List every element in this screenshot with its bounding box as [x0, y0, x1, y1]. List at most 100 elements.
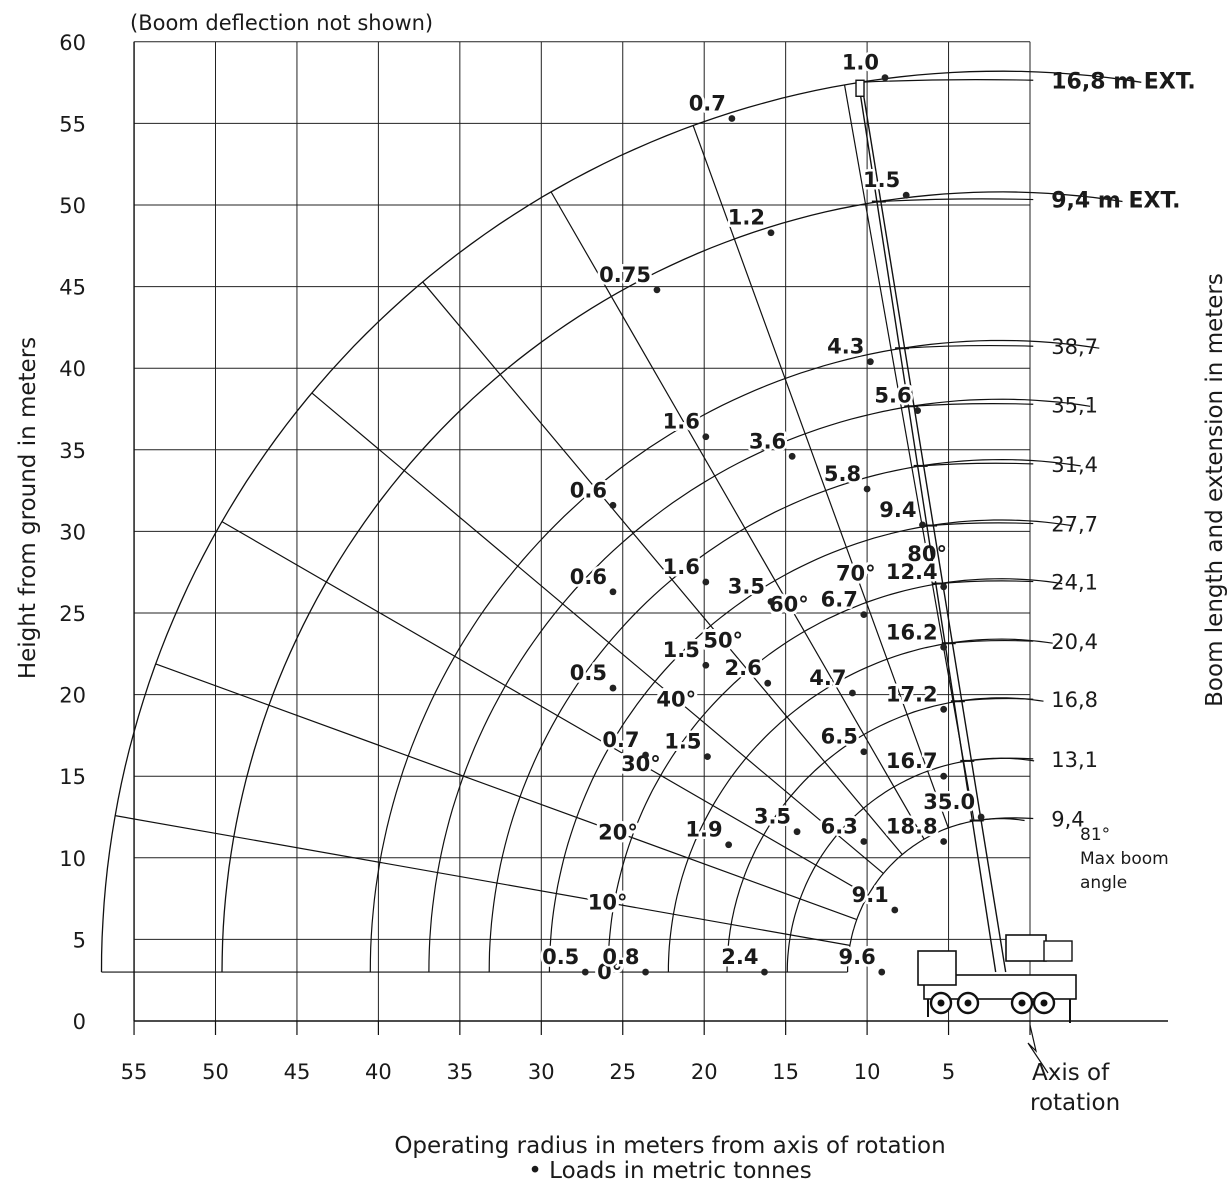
load-point	[940, 643, 948, 651]
load-label: 16.2	[886, 620, 938, 644]
chart-axes: 55 50 45 40 35 30 25 20 15 10 50510152025303540455…	[59, 31, 1168, 1084]
load-point	[704, 753, 711, 761]
y-tick-label: 15	[59, 765, 86, 789]
y-tick-label: 40	[59, 357, 86, 381]
load-point	[767, 229, 775, 237]
crane-cab	[917, 950, 957, 986]
boom-arc-extension	[920, 462, 1034, 467]
load-label: 1.5	[663, 638, 700, 662]
x-tick-label: 40	[365, 1060, 392, 1084]
load-point	[642, 968, 649, 976]
load-point	[849, 689, 856, 697]
load-point	[940, 705, 948, 713]
load-label: 0.7	[689, 92, 726, 116]
boom-angle-line	[311, 392, 884, 874]
y-tick-label: 10	[59, 847, 86, 871]
load-point	[581, 968, 589, 976]
load-point	[866, 358, 874, 366]
load-label: 2.6	[725, 656, 762, 680]
load-point	[764, 679, 772, 687]
y-tick-label: 45	[59, 276, 86, 300]
crane-hub	[1040, 999, 1048, 1007]
boom-angle-label: 80°	[907, 542, 947, 566]
y-tick-label: 35	[59, 439, 86, 463]
load-point	[761, 968, 768, 976]
load-point	[914, 407, 921, 415]
boom-outline	[860, 82, 1007, 973]
load-label: 9.4	[879, 498, 916, 522]
boom-outline	[857, 82, 997, 973]
boom-arc	[221, 191, 1123, 973]
load-label: 0.5	[570, 661, 607, 685]
load-point	[609, 684, 617, 692]
load-label: 1.5	[664, 730, 701, 754]
load-label: 0.7	[602, 728, 639, 752]
load-point	[940, 772, 948, 780]
boom-angle-line	[115, 815, 850, 946]
load-label: 17.2	[886, 682, 938, 706]
y-tick-label: 55	[59, 112, 86, 136]
crane-counterweight	[1043, 940, 1073, 962]
y-axis-right-title: Boom length and extension in meters	[1202, 273, 1228, 707]
boom-arc-extension	[948, 639, 1034, 644]
load-point	[702, 661, 710, 669]
boom-length-label: 24,1	[1051, 571, 1098, 595]
load-label: 3.5	[728, 575, 765, 599]
crane-hub	[964, 999, 972, 1007]
load-point	[642, 751, 649, 759]
load-label: 1.9	[685, 818, 722, 842]
load-point	[878, 968, 886, 976]
load-point	[860, 748, 868, 756]
load-label: 5.8	[824, 462, 861, 486]
load-label: 9.1	[852, 883, 889, 907]
boom-arc-extension	[957, 697, 1034, 702]
x-tick-label: 25	[609, 1060, 636, 1084]
load-label: 6.5	[821, 725, 858, 749]
boom-arc-extension	[902, 344, 1034, 349]
y-tick-label: 30	[59, 520, 86, 544]
load-label: 0.6	[570, 478, 607, 502]
boom-angle-line	[550, 191, 925, 840]
boom-length-label: 35,1	[1051, 393, 1098, 417]
boom-length-label: 16,8	[1051, 688, 1098, 712]
load-point	[767, 598, 775, 605]
boom-arc	[548, 519, 1072, 973]
boom-length-label: 20,4	[1051, 630, 1098, 654]
load-label: 9.6	[839, 945, 876, 969]
load-point	[702, 433, 710, 441]
x-tick-label: 5	[942, 1060, 955, 1084]
load-label: 1.6	[663, 555, 700, 579]
boom-arc	[488, 458, 1081, 973]
load-point	[881, 74, 889, 82]
load-point	[940, 583, 948, 591]
x-tick-label: 45	[284, 1060, 311, 1084]
x-tick-label: 15	[772, 1060, 799, 1084]
load-point	[728, 115, 736, 122]
axis-rotation-label-1: Axis of	[1032, 1060, 1110, 1086]
load-point	[902, 191, 910, 199]
boom-length-label: 9,4 m EXT.	[1051, 189, 1180, 214]
boom-length-label: 31,4	[1051, 453, 1098, 477]
crane-hub	[1018, 999, 1026, 1007]
load-label: 5.6	[874, 384, 911, 408]
load-label: 0.6	[570, 565, 607, 589]
boom-length-label: 9,4	[1051, 808, 1084, 832]
y-tick-label: 5	[73, 928, 86, 952]
load-point	[609, 501, 617, 509]
boom-arc-extension	[911, 402, 1034, 407]
boom-arc-extension	[930, 522, 1034, 527]
x-tick-label: 20	[691, 1060, 718, 1084]
load-label: 1.2	[728, 206, 765, 230]
boom-angle-label: 0°	[597, 960, 622, 984]
boom-angle-label: 20°	[598, 820, 638, 844]
load-label: 4.7	[809, 666, 846, 690]
boom-angle-label: 60°	[769, 593, 809, 617]
max-angle-label-3: angle	[1080, 873, 1127, 893]
boom-arc-extension	[859, 79, 1034, 83]
y-tick-label: 0	[73, 1010, 86, 1034]
axis-rotation-label-2: rotation	[1030, 1090, 1120, 1116]
load-label: 35.0	[923, 790, 975, 814]
load-label: 0.8	[602, 945, 639, 969]
load-label: 6.3	[821, 814, 858, 838]
boom-arc-extension	[878, 198, 1034, 203]
